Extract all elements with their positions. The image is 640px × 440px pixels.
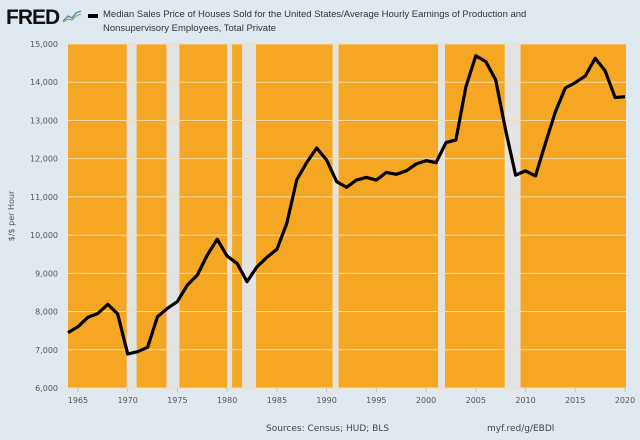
- line-chart-icon: [62, 9, 82, 23]
- x-tick-label: 1980: [217, 396, 237, 405]
- y-tick-label: 8,000: [35, 308, 58, 317]
- x-tick-label: 2020: [615, 396, 635, 405]
- x-tick-label: 1990: [316, 396, 336, 405]
- x-tick-label: 1970: [117, 396, 137, 405]
- y-tick-label: 7,000: [35, 346, 58, 355]
- recession-gap: [504, 44, 521, 388]
- x-tick-label: 2010: [515, 396, 535, 405]
- x-tick-label: 1975: [167, 396, 187, 405]
- sources-note: Sources: Census; HUD; BLS: [266, 424, 390, 434]
- gridlines: [68, 43, 626, 389]
- y-tick-label: 12,000: [30, 155, 58, 164]
- x-tick-label: 1995: [366, 396, 386, 405]
- y-tick-label: 6,000: [35, 384, 58, 393]
- series-title: Median Sales Price of Houses Sold for th…: [103, 9, 527, 34]
- recession-gap: [126, 44, 137, 388]
- x-tick-label: 2005: [466, 396, 486, 405]
- y-tick-label: 13,000: [30, 116, 58, 125]
- y-axis: 6,000 7,000 8,000 9,000 10,000 11,000 12,000 13…: [30, 40, 58, 393]
- recession-gap: [166, 44, 180, 388]
- x-tick-label: 1965: [68, 396, 88, 405]
- short-url-link[interactable]: myf.red/g/EBDl: [487, 424, 555, 434]
- y-tick-label: 15,000: [30, 40, 58, 49]
- x-tick-label: 2000: [416, 396, 436, 405]
- y-tick-label: 10,000: [30, 231, 58, 240]
- recession-gap: [242, 44, 256, 388]
- y-tick-label: 14,000: [30, 78, 58, 87]
- x-tick-label: 1985: [267, 396, 287, 405]
- fred-logo[interactable]: FRED: [6, 6, 60, 29]
- x-axis: 1965 1970 1975 1980 1985 1990 1995 2000 2005 2010…: [68, 388, 635, 405]
- y-axis-label: $/$ per Hour: [7, 190, 16, 241]
- recession-gap: [227, 44, 233, 388]
- recession-gap: [332, 44, 339, 388]
- x-tick-label: 2015: [565, 396, 585, 405]
- legend-swatch: [88, 14, 98, 18]
- recession-gap: [438, 44, 445, 388]
- y-tick-label: 11,000: [30, 193, 58, 202]
- series-line: [67, 54, 626, 356]
- plot-band: [68, 44, 626, 388]
- y-tick-label: 9,000: [35, 269, 58, 278]
